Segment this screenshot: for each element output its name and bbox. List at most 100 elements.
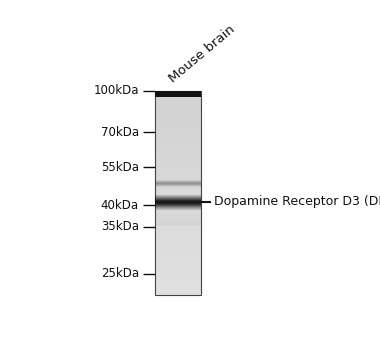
Bar <box>155 221 201 222</box>
Bar <box>155 209 201 210</box>
Bar <box>155 98 201 99</box>
Bar <box>155 260 201 261</box>
Bar <box>155 145 201 146</box>
Bar <box>155 97 201 98</box>
Bar <box>155 246 201 247</box>
Bar <box>155 153 201 154</box>
Text: 55kDa: 55kDa <box>101 161 139 174</box>
Text: 40kDa: 40kDa <box>101 198 139 211</box>
Bar <box>155 203 201 204</box>
Bar <box>155 183 201 184</box>
Bar <box>155 151 201 152</box>
Bar <box>155 106 201 107</box>
Bar <box>155 188 201 189</box>
Bar <box>155 276 201 277</box>
Bar <box>155 223 201 224</box>
Bar <box>155 266 201 267</box>
Bar <box>155 219 201 220</box>
Bar <box>155 164 201 165</box>
Bar <box>155 156 201 157</box>
Bar <box>155 158 201 159</box>
Bar <box>155 277 201 278</box>
Bar <box>155 193 201 194</box>
Bar <box>155 99 201 100</box>
Bar <box>155 280 201 281</box>
Bar <box>155 115 201 116</box>
Bar <box>155 187 201 188</box>
Bar <box>155 177 201 178</box>
Bar <box>155 91 201 97</box>
Bar <box>155 92 201 93</box>
Bar <box>155 288 201 289</box>
Bar <box>155 111 201 112</box>
Bar <box>155 105 201 106</box>
Bar <box>155 180 201 181</box>
Bar <box>155 112 201 113</box>
Bar <box>155 210 201 211</box>
Bar <box>155 114 201 115</box>
Bar <box>155 96 201 97</box>
Text: 100kDa: 100kDa <box>93 84 139 97</box>
Text: Mouse brain: Mouse brain <box>166 23 238 85</box>
Bar <box>155 130 201 131</box>
Bar <box>155 178 201 179</box>
Bar <box>155 196 201 197</box>
Bar <box>155 242 201 243</box>
Bar <box>155 204 201 205</box>
Bar <box>155 125 201 126</box>
Bar <box>155 170 201 171</box>
Bar <box>155 194 201 195</box>
Bar <box>155 220 201 221</box>
Bar <box>155 150 201 151</box>
Bar <box>155 175 201 176</box>
Bar <box>155 293 201 294</box>
Bar <box>155 162 201 163</box>
Bar <box>155 243 201 244</box>
Bar <box>155 195 201 196</box>
Bar <box>155 104 201 105</box>
Bar <box>155 136 201 137</box>
Bar <box>155 211 201 212</box>
Bar <box>155 248 201 249</box>
Bar <box>155 286 201 287</box>
Bar <box>155 139 201 140</box>
Bar <box>155 271 201 272</box>
Bar <box>155 287 201 288</box>
Bar <box>155 217 201 218</box>
Bar <box>155 124 201 125</box>
Bar <box>155 165 201 166</box>
Bar <box>155 216 201 217</box>
Bar <box>155 267 201 268</box>
Bar <box>155 253 201 254</box>
Bar <box>155 238 201 239</box>
Bar <box>155 208 201 209</box>
Bar <box>155 167 201 168</box>
Text: 70kDa: 70kDa <box>101 126 139 139</box>
Bar <box>155 132 201 133</box>
Bar <box>155 272 201 273</box>
Bar <box>155 291 201 292</box>
Bar <box>155 191 201 192</box>
Bar <box>155 200 201 201</box>
Bar <box>155 261 201 262</box>
Bar <box>155 94 201 95</box>
Bar <box>155 233 201 234</box>
Bar <box>155 294 201 295</box>
Bar <box>155 152 201 153</box>
Bar <box>155 240 201 241</box>
Bar <box>155 290 201 291</box>
Bar <box>155 263 201 264</box>
Bar <box>155 270 201 271</box>
Bar <box>155 143 201 144</box>
Bar <box>155 182 201 183</box>
Bar <box>155 202 201 203</box>
Bar <box>155 141 201 142</box>
Bar <box>155 155 201 156</box>
Bar <box>155 120 201 121</box>
Bar <box>155 198 201 199</box>
Bar <box>155 157 201 158</box>
Bar <box>155 274 201 275</box>
Bar <box>155 227 201 228</box>
Bar <box>155 146 201 147</box>
Bar <box>155 228 201 229</box>
